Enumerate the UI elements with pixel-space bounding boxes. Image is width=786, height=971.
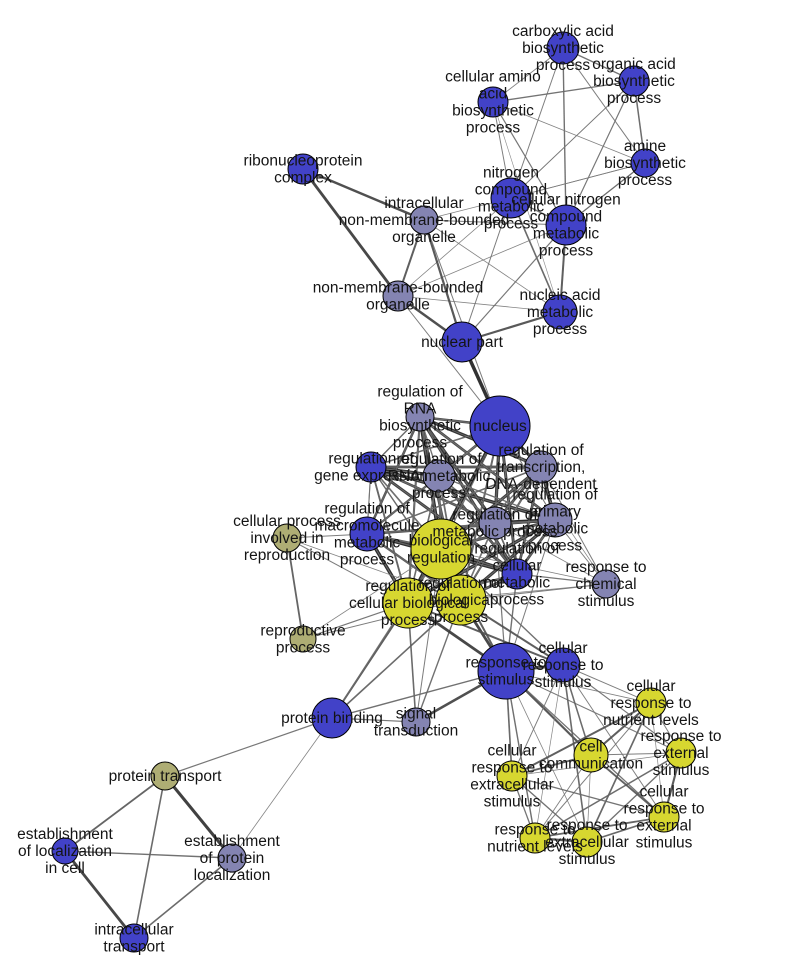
svg-text:metabolic: metabolic bbox=[533, 226, 600, 243]
svg-text:extracellular: extracellular bbox=[470, 777, 554, 794]
svg-text:stimulus: stimulus bbox=[578, 593, 635, 610]
svg-text:process: process bbox=[340, 552, 395, 569]
svg-text:non-membrane-bounded: non-membrane-bounded bbox=[313, 280, 484, 297]
svg-text:protein transport: protein transport bbox=[109, 768, 223, 785]
svg-text:compound: compound bbox=[530, 209, 602, 226]
svg-text:establishment: establishment bbox=[17, 826, 113, 843]
svg-text:external: external bbox=[653, 745, 708, 762]
svg-text:in cell: in cell bbox=[45, 860, 85, 877]
svg-text:nitrogen: nitrogen bbox=[483, 165, 539, 182]
svg-text:regulation of: regulation of bbox=[377, 384, 463, 401]
svg-text:stimulus: stimulus bbox=[478, 672, 535, 689]
svg-text:stimulus: stimulus bbox=[484, 794, 541, 811]
svg-text:process: process bbox=[466, 120, 521, 137]
svg-text:regulation of: regulation of bbox=[396, 451, 482, 468]
svg-text:response to: response to bbox=[611, 695, 692, 712]
svg-text:stimulus: stimulus bbox=[559, 851, 616, 868]
svg-text:ribonucleoprotein: ribonucleoprotein bbox=[244, 153, 363, 170]
svg-text:regulation of: regulation of bbox=[498, 442, 584, 459]
svg-text:process: process bbox=[276, 640, 331, 657]
svg-text:biosynthetic: biosynthetic bbox=[604, 155, 686, 172]
svg-text:carboxylic acid: carboxylic acid bbox=[512, 23, 614, 40]
svg-text:regulation: regulation bbox=[407, 550, 475, 567]
svg-text:signal: signal bbox=[396, 706, 437, 723]
svg-text:biosynthetic: biosynthetic bbox=[593, 73, 675, 90]
svg-text:cellular: cellular bbox=[639, 784, 688, 801]
svg-text:regulation of: regulation of bbox=[512, 487, 598, 504]
svg-text:response to: response to bbox=[523, 657, 604, 674]
svg-text:cellular amino: cellular amino bbox=[445, 69, 541, 86]
svg-text:transduction: transduction bbox=[374, 723, 458, 740]
svg-text:transport: transport bbox=[103, 939, 165, 956]
svg-text:stimulus: stimulus bbox=[535, 674, 592, 691]
svg-text:of localization: of localization bbox=[18, 843, 112, 860]
svg-text:organic acid: organic acid bbox=[592, 56, 676, 73]
svg-text:biological: biological bbox=[409, 533, 474, 550]
svg-text:cellular: cellular bbox=[626, 678, 675, 695]
svg-text:response to: response to bbox=[566, 559, 647, 576]
svg-text:process: process bbox=[533, 321, 588, 338]
svg-text:stimulus: stimulus bbox=[636, 835, 693, 852]
svg-text:metabolic: metabolic bbox=[527, 304, 594, 321]
svg-text:process: process bbox=[393, 435, 448, 452]
svg-text:nucleus: nucleus bbox=[473, 418, 527, 435]
svg-text:response to: response to bbox=[641, 728, 722, 745]
svg-text:regulation of: regulation of bbox=[452, 507, 538, 524]
svg-text:communication: communication bbox=[539, 756, 643, 773]
svg-text:nutrient levels: nutrient levels bbox=[603, 712, 699, 729]
svg-text:nuclear part: nuclear part bbox=[421, 334, 504, 351]
svg-text:extracellular: extracellular bbox=[545, 834, 629, 851]
svg-text:RNA metabolic: RNA metabolic bbox=[388, 468, 491, 485]
svg-text:involved in: involved in bbox=[250, 530, 323, 547]
svg-text:process: process bbox=[434, 609, 489, 626]
svg-text:biosynthetic: biosynthetic bbox=[379, 418, 461, 435]
svg-text:establishment: establishment bbox=[184, 833, 280, 850]
svg-text:stimulus: stimulus bbox=[653, 762, 710, 779]
svg-text:process: process bbox=[618, 172, 673, 189]
svg-text:organelle: organelle bbox=[392, 229, 456, 246]
svg-text:reproduction: reproduction bbox=[244, 547, 330, 564]
svg-text:cell: cell bbox=[579, 739, 602, 756]
svg-text:process: process bbox=[539, 243, 594, 260]
svg-text:of protein: of protein bbox=[200, 850, 265, 867]
svg-text:metabolic: metabolic bbox=[334, 535, 401, 552]
svg-text:acid: acid bbox=[479, 86, 507, 103]
svg-text:cellular nitrogen: cellular nitrogen bbox=[511, 192, 620, 209]
svg-text:intracellular: intracellular bbox=[384, 195, 463, 212]
svg-text:cellular: cellular bbox=[487, 743, 536, 760]
svg-text:biological: biological bbox=[429, 592, 494, 609]
svg-text:process: process bbox=[490, 592, 545, 609]
svg-text:regulation of: regulation of bbox=[474, 541, 560, 558]
svg-text:process: process bbox=[381, 612, 436, 629]
svg-text:response to: response to bbox=[547, 817, 628, 834]
svg-text:protein binding: protein binding bbox=[281, 710, 383, 727]
svg-text:cellular: cellular bbox=[538, 640, 587, 657]
svg-text:RNA: RNA bbox=[404, 401, 437, 418]
svg-text:external: external bbox=[636, 818, 691, 835]
svg-text:cellular: cellular bbox=[492, 558, 541, 575]
svg-text:amine: amine bbox=[624, 138, 666, 155]
svg-text:localization: localization bbox=[194, 867, 271, 884]
svg-text:process: process bbox=[536, 57, 591, 74]
svg-text:response to: response to bbox=[472, 760, 553, 777]
svg-text:regulation of: regulation of bbox=[418, 575, 504, 592]
svg-text:nucleic acid: nucleic acid bbox=[520, 287, 601, 304]
svg-text:response to: response to bbox=[624, 801, 705, 818]
svg-text:biosynthetic: biosynthetic bbox=[522, 40, 604, 57]
svg-text:chemical: chemical bbox=[575, 576, 636, 593]
svg-text:cellular process: cellular process bbox=[233, 513, 341, 530]
svg-text:organelle: organelle bbox=[366, 297, 430, 314]
svg-text:biosynthetic: biosynthetic bbox=[452, 103, 534, 120]
svg-text:process: process bbox=[607, 90, 662, 107]
svg-text:complex: complex bbox=[274, 170, 332, 187]
svg-text:non-membrane-bounded: non-membrane-bounded bbox=[339, 212, 510, 229]
svg-text:process: process bbox=[412, 485, 467, 502]
svg-text:intracellular: intracellular bbox=[94, 922, 173, 939]
svg-text:transcription,: transcription, bbox=[497, 459, 586, 476]
svg-text:reproductive: reproductive bbox=[260, 623, 345, 640]
